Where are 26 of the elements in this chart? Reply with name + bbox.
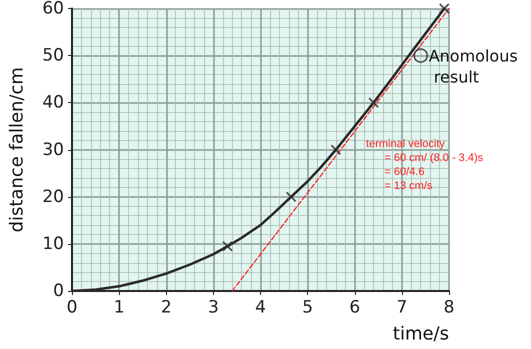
y-tick-label: 60 — [42, 0, 64, 18]
y-tick-label: 10 — [42, 234, 64, 254]
point — [286, 191, 297, 202]
x-tick-label: 3 — [208, 298, 219, 318]
y-tick-label: 40 — [42, 92, 64, 113]
point — [222, 240, 233, 252]
y-tick-label: 50 — [42, 46, 64, 66]
x-tick-label: 0 — [66, 298, 78, 318]
y-tick-label: 30 — [42, 140, 64, 160]
x-tick-label: 7 — [396, 298, 408, 318]
x-tick-label: 4 — [255, 298, 266, 318]
point — [368, 97, 379, 108]
x-tick-label: 6 — [349, 298, 360, 318]
x-tick-label: 8 — [444, 298, 454, 318]
point — [438, 3, 450, 14]
x-axis-title: time/s — [392, 324, 449, 344]
x-tick-label: 5 — [302, 298, 314, 318]
x-tick-label: 1 — [114, 298, 125, 318]
y-axis-title: distance fallen/cm — [6, 67, 28, 232]
annotation: terminal velocity = 60 cm/ (8.0 - 3.4)s = 60/4.6 = 13 cm/s — [366, 138, 484, 192]
point — [413, 48, 428, 63]
x-tick-label: 2 — [160, 298, 172, 318]
y-tick-label: 0 — [53, 281, 64, 301]
annotation: Anomolous result — [428, 46, 518, 87]
y-tick-label: 20 — [42, 186, 64, 207]
point — [330, 144, 342, 156]
